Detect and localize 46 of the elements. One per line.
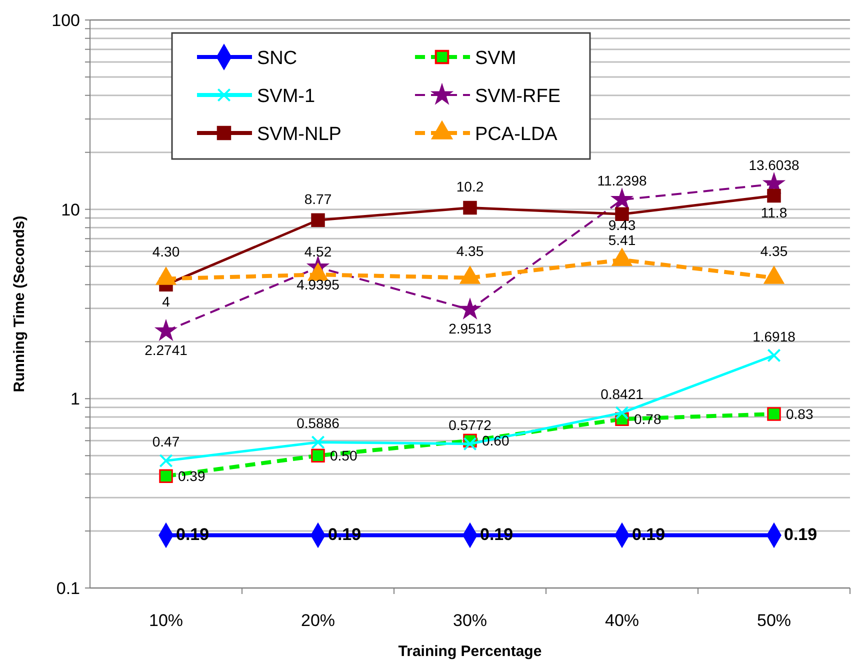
data-label: 0.5772	[448, 416, 492, 433]
x-tick-label: 20%	[300, 611, 336, 630]
legend-label: SVM	[475, 48, 516, 69]
data-label: 5.41	[608, 232, 636, 248]
x-tick-label: 10%	[148, 611, 184, 630]
data-label: 0.39	[178, 468, 206, 484]
legend-label: PCA-LDA	[475, 124, 558, 145]
x-tick-label: 30%	[452, 611, 488, 630]
data-label: 8.77	[304, 191, 332, 208]
data-label: 0.5886	[296, 415, 340, 432]
y-tick-label: 10	[61, 200, 80, 220]
data-label: 2.9513	[448, 320, 492, 337]
data-label: 0.83	[786, 406, 814, 422]
y-tick-label: 0.1	[56, 579, 80, 598]
legend-label: SVM-RFE	[475, 86, 560, 107]
data-label: 4	[162, 294, 170, 310]
y-axis-title: Running Time (Seconds)	[11, 216, 28, 392]
data-label: 4.35	[760, 242, 788, 259]
x-axis-title: Training Percentage	[398, 643, 542, 660]
legend-label: SVM-NLP	[257, 124, 342, 145]
legend-label: SNC	[257, 48, 298, 69]
data-label: 0.19	[632, 525, 666, 544]
data-label: 0.19	[176, 525, 210, 544]
data-label: 11.2398	[597, 172, 647, 189]
data-label: 4.35	[456, 242, 484, 259]
data-label: 4.30	[152, 244, 180, 260]
data-label: 4.52	[304, 244, 332, 260]
legend-label: SVM-1	[257, 86, 316, 107]
y-tick-label: 1	[70, 390, 80, 409]
data-label: 11.8	[760, 204, 788, 221]
data-label: 0.8421	[600, 386, 644, 402]
data-label: 13.6038	[748, 157, 800, 174]
data-label: 10.2	[456, 178, 484, 195]
data-label: 4.9395	[296, 276, 340, 292]
data-label: 9.43	[608, 217, 636, 234]
data-label: 0.50	[330, 448, 358, 464]
data-label: 0.19	[784, 525, 818, 544]
y-tick-label: 100	[52, 11, 80, 30]
data-label: 0.78	[634, 411, 662, 428]
data-label: 0.19	[480, 525, 514, 544]
data-label: 0.19	[328, 525, 362, 544]
data-label: 1.6918	[752, 328, 796, 344]
x-tick-label: 40%	[604, 611, 640, 630]
x-tick-label: 50%	[756, 611, 792, 630]
data-label: 2.2741	[144, 342, 188, 358]
data-label: 0.47	[152, 434, 180, 450]
